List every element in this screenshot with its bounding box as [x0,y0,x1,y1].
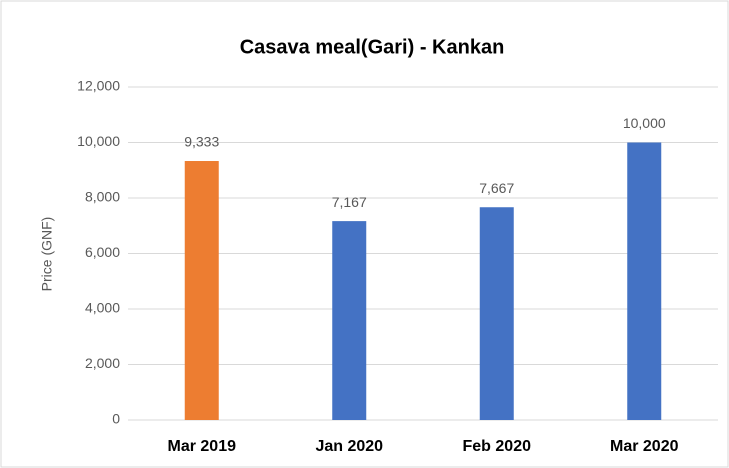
y-tick-label: 2,000 [85,355,120,371]
data-label: 7,167 [332,194,367,210]
bar [184,161,219,420]
y-tick-label: 6,000 [85,244,120,260]
y-tick-label: 10,000 [77,133,120,149]
x-tick-label: Mar 2019 [168,438,237,455]
y-tick-label: 4,000 [85,300,120,316]
chart-title: Casava meal(Gari) - Kankan [240,36,505,58]
x-tick-label: Feb 2020 [463,438,532,455]
x-tick-label: Jan 2020 [315,438,383,455]
x-tick-label: Mar 2020 [610,438,679,455]
y-tick-label: 0 [112,411,120,427]
y-tick-label: 8,000 [85,189,120,205]
bar [479,207,514,420]
y-tick-label: 12,000 [77,78,120,94]
data-label: 7,667 [479,180,514,196]
y-axis-label: Price (GNF) [39,217,55,292]
bar [627,142,662,420]
data-label: 9,333 [184,134,219,150]
data-label: 10,000 [623,115,666,131]
bar [332,221,367,420]
